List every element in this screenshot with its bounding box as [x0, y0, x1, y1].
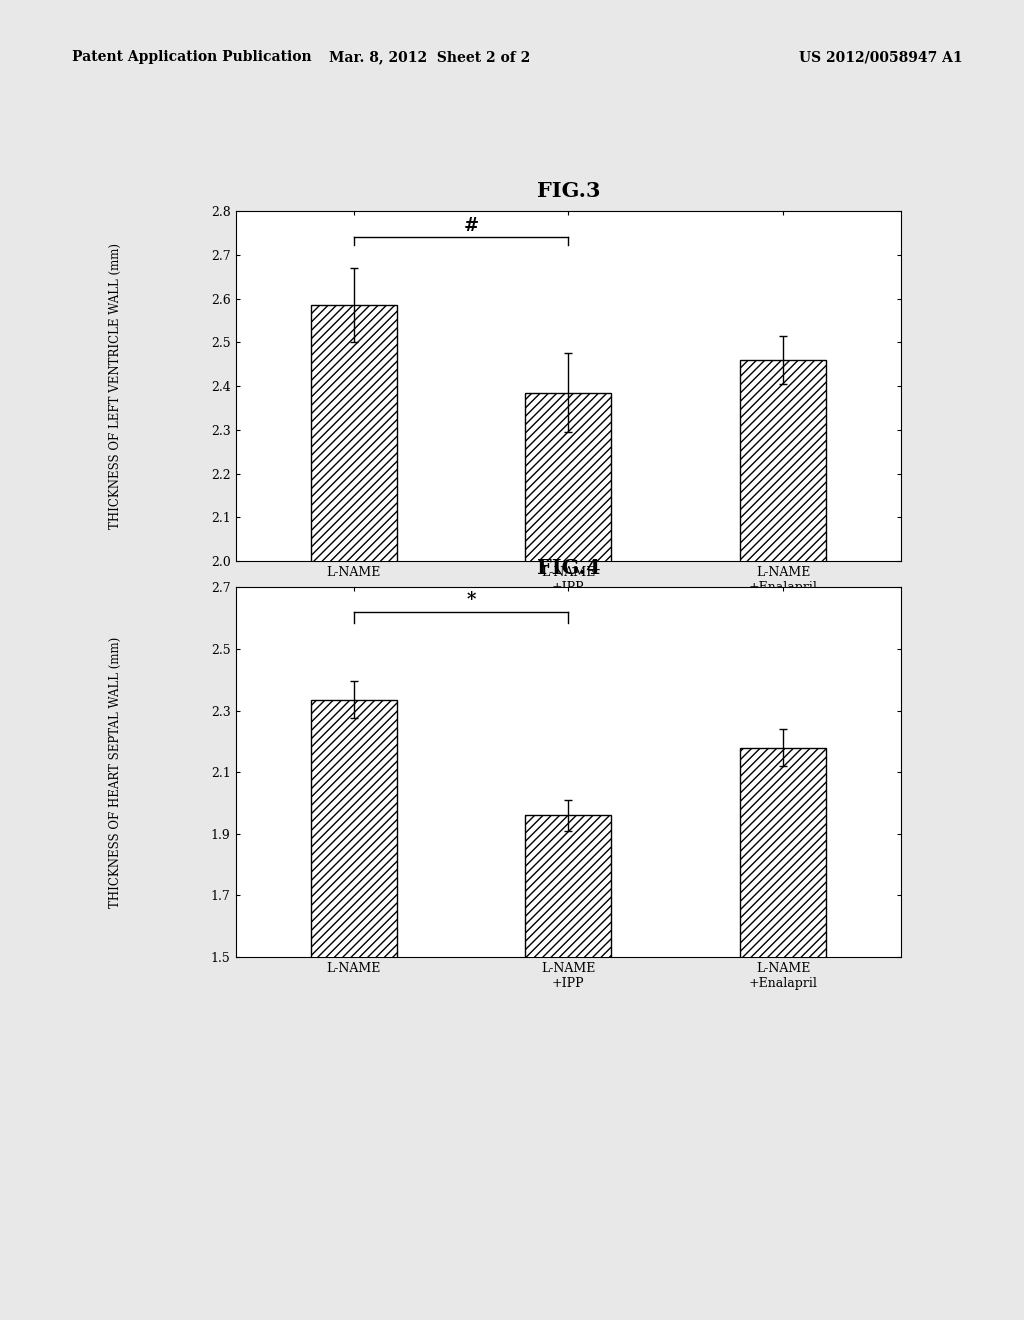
Bar [310, 700, 396, 1320]
Bar [525, 392, 611, 1320]
Y-axis label: THICKNESS OF HEART SEPTAL WALL (mm): THICKNESS OF HEART SEPTAL WALL (mm) [110, 636, 123, 908]
Bar [740, 747, 826, 1320]
Bar [525, 816, 611, 1320]
Bar [310, 305, 396, 1320]
Bar [740, 360, 826, 1320]
Text: *: * [467, 591, 476, 609]
Text: US 2012/0058947 A1: US 2012/0058947 A1 [799, 50, 963, 65]
Y-axis label: THICKNESS OF LEFT VENTRICLE WALL (mm): THICKNESS OF LEFT VENTRICLE WALL (mm) [110, 243, 123, 529]
Text: FIG.4: FIG.4 [537, 558, 600, 578]
Text: Patent Application Publication: Patent Application Publication [72, 50, 311, 65]
Text: FIG.3: FIG.3 [537, 181, 600, 201]
Text: Mar. 8, 2012  Sheet 2 of 2: Mar. 8, 2012 Sheet 2 of 2 [330, 50, 530, 65]
Text: #: # [464, 216, 479, 235]
